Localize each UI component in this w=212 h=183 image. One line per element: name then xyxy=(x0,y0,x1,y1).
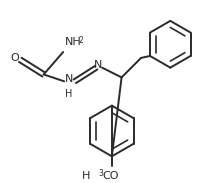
Text: H: H xyxy=(82,171,90,181)
Text: H: H xyxy=(65,89,73,99)
Text: 2: 2 xyxy=(79,36,84,45)
Text: O: O xyxy=(10,53,19,63)
Text: N: N xyxy=(65,74,73,84)
Text: 3: 3 xyxy=(98,169,103,178)
Text: NH: NH xyxy=(65,37,82,47)
Text: CO: CO xyxy=(102,171,119,181)
Text: N: N xyxy=(94,60,102,70)
